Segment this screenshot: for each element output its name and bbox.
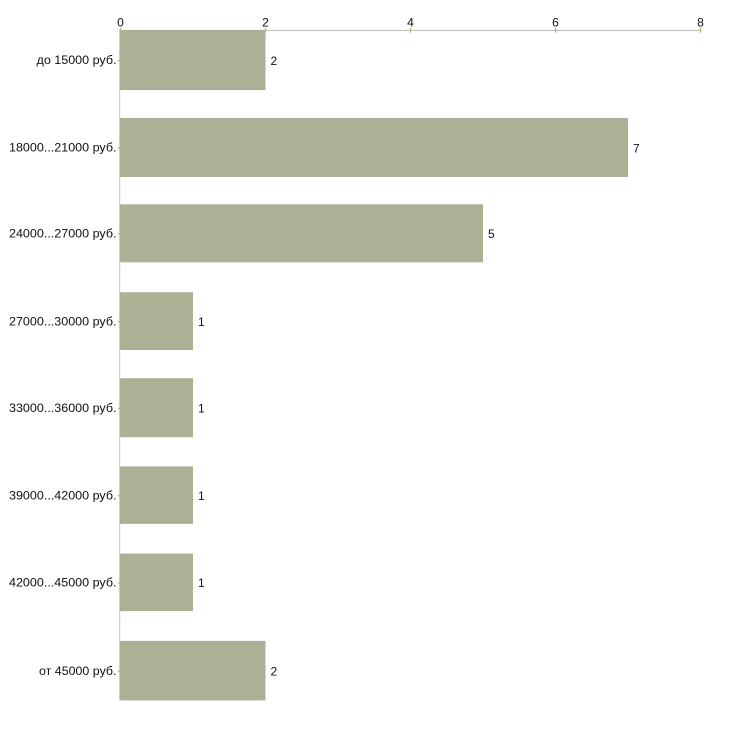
svg-text:42000...45000 руб.: 42000...45000 руб. xyxy=(9,576,117,590)
svg-text:24000...27000 руб.: 24000...27000 руб. xyxy=(9,227,117,241)
svg-text:1: 1 xyxy=(198,315,205,329)
svg-text:4: 4 xyxy=(407,16,414,30)
svg-text:0: 0 xyxy=(117,16,124,30)
svg-text:5: 5 xyxy=(488,227,495,241)
svg-text:6: 6 xyxy=(552,16,559,30)
svg-text:1: 1 xyxy=(198,576,205,590)
svg-text:1: 1 xyxy=(198,489,205,503)
svg-text:39000...42000 руб.: 39000...42000 руб. xyxy=(9,488,117,502)
svg-text:27000...30000 руб.: 27000...30000 руб. xyxy=(9,314,117,328)
svg-text:33000...36000 руб.: 33000...36000 руб. xyxy=(9,401,117,415)
svg-text:2: 2 xyxy=(271,54,278,68)
svg-text:2: 2 xyxy=(271,664,278,678)
svg-text:18000...21000 руб.: 18000...21000 руб. xyxy=(9,141,117,155)
svg-text:8: 8 xyxy=(697,16,704,30)
svg-text:7: 7 xyxy=(633,141,640,155)
svg-text:1: 1 xyxy=(198,402,205,416)
svg-text:до 15000 руб.: до 15000 руб. xyxy=(37,53,117,67)
svg-text:от 45000 руб.: от 45000 руб. xyxy=(39,664,117,678)
svg-text:2: 2 xyxy=(262,16,269,30)
